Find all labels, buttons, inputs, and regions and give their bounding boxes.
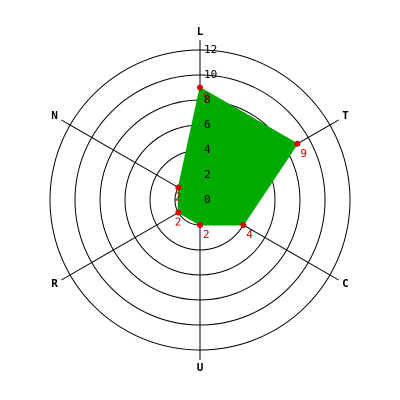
category-label: L — [197, 25, 204, 38]
data-point — [240, 222, 247, 228]
r-tick-label: 10 — [204, 68, 217, 81]
value-label: 4 — [246, 228, 253, 241]
category-label: N — [51, 109, 58, 122]
value-label: 2 — [203, 228, 210, 241]
value-label: 9 — [300, 147, 307, 160]
value-label: 2 — [175, 216, 182, 229]
data-point — [294, 140, 301, 147]
data-point — [197, 84, 203, 91]
data-point — [175, 209, 182, 216]
category-label: U — [197, 361, 204, 374]
r-tick-label: 0 — [204, 193, 211, 206]
value-label: 2 — [175, 191, 182, 204]
r-tick-label: 6 — [204, 118, 211, 131]
r-tick-label: 8 — [204, 93, 211, 106]
r-tick-label: 4 — [204, 143, 211, 156]
data-point — [197, 222, 203, 228]
category-label: R — [51, 277, 58, 290]
value-label: 9 — [203, 91, 210, 104]
category-label: T — [342, 109, 349, 122]
r-tick-label: 12 — [204, 43, 217, 56]
data-point — [175, 184, 182, 191]
category-label: C — [342, 277, 349, 290]
r-tick-label: 2 — [204, 168, 211, 181]
data-area — [177, 86, 299, 226]
